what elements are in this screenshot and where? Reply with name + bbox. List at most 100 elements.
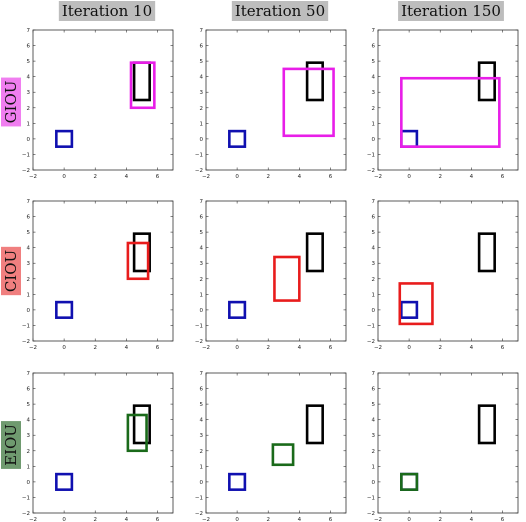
axes-frame xyxy=(32,200,174,342)
predicted-box xyxy=(126,241,150,281)
y-tick-label: 2 xyxy=(372,106,376,112)
y-tick-label: 0 xyxy=(372,308,376,314)
x-tick-label: −2 xyxy=(202,174,210,180)
y-tick-label: 2 xyxy=(372,277,376,283)
anchor-box xyxy=(228,129,247,148)
y-tick-label: 5 xyxy=(200,59,204,65)
y-tick-label: 1 xyxy=(27,292,31,298)
anchor-box xyxy=(55,129,74,148)
y-tick-label: 1 xyxy=(200,464,204,470)
y-tick-label: 3 xyxy=(200,433,204,439)
y-tick-label: 5 xyxy=(372,59,376,65)
y-tick-label: 0 xyxy=(27,308,31,314)
y-tick-label: 4 xyxy=(372,418,376,424)
column-title-background xyxy=(58,1,156,21)
y-tick-label: 5 xyxy=(27,59,31,65)
x-tick-label: 2 xyxy=(438,174,442,180)
predicted-box xyxy=(126,413,148,453)
axes-frame xyxy=(205,29,347,171)
y-tick-label: −2 xyxy=(22,168,30,174)
x-tick-label: 6 xyxy=(501,517,505,522)
y-tick-label: 4 xyxy=(27,418,31,424)
y-tick-label: −1 xyxy=(367,152,375,158)
row-title-label: GIOU xyxy=(2,81,20,124)
x-tick-label: −2 xyxy=(29,517,37,522)
x-tick-label: 2 xyxy=(93,517,97,522)
predicted-box xyxy=(398,282,434,326)
target-box xyxy=(477,61,496,102)
y-tick-label: 1 xyxy=(372,292,376,298)
y-tick-label: −1 xyxy=(195,323,203,329)
x-tick-label: 2 xyxy=(438,517,442,522)
column-title-background xyxy=(398,1,504,21)
y-tick-label: 4 xyxy=(200,246,204,252)
y-tick-label: −2 xyxy=(195,511,203,517)
x-tick-label: 4 xyxy=(470,174,474,180)
x-tick-label: 0 xyxy=(407,345,411,351)
y-tick-label: 3 xyxy=(372,90,376,96)
y-tick-label: 0 xyxy=(372,480,376,486)
predicted-box xyxy=(129,61,156,110)
y-tick-label: 1 xyxy=(27,121,31,127)
panel-giou-col1: −2 0 2 4 6 −2 −1 0 1 2 3 4 5 6 7 xyxy=(22,28,174,180)
y-tick-label: 4 xyxy=(27,75,31,81)
axes-frame xyxy=(377,29,519,171)
x-tick-label: 0 xyxy=(235,174,239,180)
x-tick-label: 0 xyxy=(62,174,66,180)
row-title-label: EIOU xyxy=(2,424,20,466)
y-tick-label: 1 xyxy=(372,464,376,470)
target-box xyxy=(305,232,324,273)
x-tick-label: 6 xyxy=(156,174,160,180)
y-tick-label: −1 xyxy=(367,323,375,329)
y-tick-label: 7 xyxy=(200,371,204,377)
y-tick-label: −2 xyxy=(195,168,203,174)
predicted-box xyxy=(282,67,335,138)
y-tick-label: 3 xyxy=(200,261,204,267)
y-tick-label: 7 xyxy=(27,371,31,377)
panel-eiou-col3: −2 0 2 4 6 −2 −1 0 1 2 3 4 5 6 7 xyxy=(367,371,519,522)
predicted-box xyxy=(400,76,501,148)
y-tick-label: 2 xyxy=(27,449,31,455)
y-tick-label: 1 xyxy=(27,464,31,470)
column-title-label: Iteration 50 xyxy=(235,2,325,20)
row-title-giou: GIOU xyxy=(1,77,21,127)
x-tick-label: 4 xyxy=(125,517,129,522)
y-tick-label: −1 xyxy=(22,323,30,329)
y-tick-label: 5 xyxy=(200,402,204,408)
x-tick-label: 2 xyxy=(266,345,270,351)
column-title-background xyxy=(231,1,329,21)
column-title-1: Iteration 10 xyxy=(58,1,156,21)
x-tick-label: 6 xyxy=(329,517,333,522)
x-tick-label: −2 xyxy=(374,345,382,351)
y-tick-label: −2 xyxy=(367,339,375,345)
x-tick-label: 0 xyxy=(235,517,239,522)
x-tick-label: −2 xyxy=(374,517,382,522)
y-tick-label: 7 xyxy=(27,199,31,205)
anchor-box xyxy=(228,472,247,491)
panel-eiou-col1: −2 0 2 4 6 −2 −1 0 1 2 3 4 5 6 7 xyxy=(22,371,174,522)
x-tick-label: 6 xyxy=(156,517,160,522)
panel-ciou-col1: −2 0 2 4 6 −2 −1 0 1 2 3 4 5 6 7 xyxy=(22,199,174,351)
x-tick-label: 0 xyxy=(235,345,239,351)
y-tick-label: 3 xyxy=(200,90,204,96)
y-tick-label: 4 xyxy=(200,75,204,81)
column-title-2: Iteration 50 xyxy=(231,1,329,21)
y-tick-label: 7 xyxy=(27,28,31,34)
y-tick-label: 5 xyxy=(27,230,31,236)
x-tick-label: 0 xyxy=(407,517,411,522)
y-tick-label: 7 xyxy=(372,199,376,205)
panel-giou-col3: −2 0 2 4 6 −2 −1 0 1 2 3 4 5 6 7 xyxy=(367,28,519,180)
target-box xyxy=(132,232,151,273)
y-tick-label: 6 xyxy=(372,387,376,393)
target-box xyxy=(305,404,324,445)
y-tick-label: 6 xyxy=(372,215,376,221)
y-tick-label: −2 xyxy=(195,339,203,345)
y-tick-label: −1 xyxy=(22,495,30,501)
x-tick-label: 4 xyxy=(125,174,129,180)
axes-frame xyxy=(377,372,519,514)
y-tick-label: 2 xyxy=(200,449,204,455)
row-title-background xyxy=(1,77,21,127)
y-tick-label: 2 xyxy=(200,106,204,112)
row-title-background xyxy=(1,421,21,469)
x-tick-label: −2 xyxy=(29,345,37,351)
